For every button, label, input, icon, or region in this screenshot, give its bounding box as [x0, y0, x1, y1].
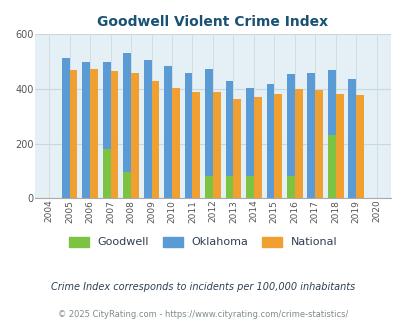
Bar [245, 177, 253, 198]
Bar [123, 172, 131, 198]
Bar [184, 73, 192, 198]
Bar [90, 69, 98, 198]
Bar [123, 53, 131, 198]
Bar [131, 73, 139, 198]
Bar [253, 97, 261, 198]
Bar [70, 70, 77, 198]
Bar [327, 70, 335, 198]
Bar [82, 62, 90, 198]
Bar [102, 62, 110, 198]
Bar [205, 177, 212, 198]
Bar [225, 177, 233, 198]
Bar [143, 60, 151, 198]
Bar [102, 149, 110, 198]
Bar [192, 92, 200, 198]
Text: Crime Index corresponds to incidents per 100,000 inhabitants: Crime Index corresponds to incidents per… [51, 282, 354, 292]
Bar [245, 88, 253, 198]
Legend: Goodwell, Oklahoma, National: Goodwell, Oklahoma, National [64, 232, 341, 252]
Title: Goodwell Violent Crime Index: Goodwell Violent Crime Index [97, 15, 328, 29]
Bar [110, 71, 118, 198]
Bar [355, 95, 363, 198]
Bar [62, 57, 70, 198]
Bar [212, 92, 220, 198]
Bar [266, 83, 274, 198]
Bar [164, 66, 172, 198]
Bar [294, 89, 302, 198]
Bar [205, 69, 212, 198]
Bar [286, 74, 294, 198]
Bar [225, 81, 233, 198]
Bar [172, 88, 179, 198]
Bar [315, 90, 322, 198]
Bar [307, 73, 315, 198]
Bar [151, 82, 159, 198]
Bar [327, 136, 335, 198]
Bar [335, 94, 343, 198]
Bar [286, 177, 294, 198]
Bar [347, 80, 355, 198]
Text: © 2025 CityRating.com - https://www.cityrating.com/crime-statistics/: © 2025 CityRating.com - https://www.city… [58, 310, 347, 319]
Bar [233, 99, 241, 198]
Bar [274, 94, 281, 198]
